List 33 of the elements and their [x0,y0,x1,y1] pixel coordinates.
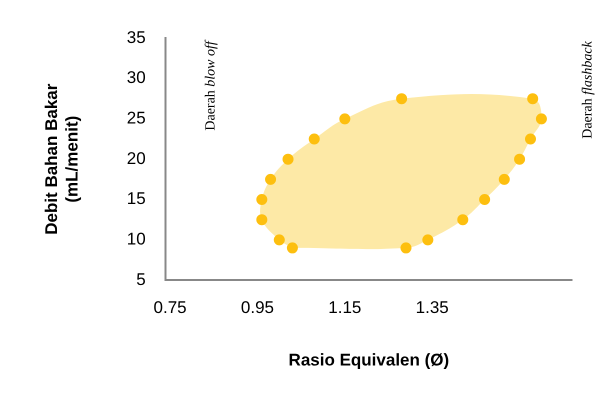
x-tick-label: 1.15 [328,298,362,318]
y-tick-label: 20 [126,148,146,168]
y-tick-label: 5 [136,270,146,289]
y-tick-label: 35 [126,28,146,47]
y-tick-label: 25 [126,108,146,128]
point [396,93,408,104]
point [339,113,350,124]
y-tick-label: 10 [126,230,146,249]
point [400,242,412,254]
point [286,242,298,254]
point [282,154,294,165]
point [514,154,526,165]
point [457,214,468,226]
point [274,234,285,246]
x-tick-label: 0.75 [154,298,187,318]
point [256,214,268,226]
point [524,134,536,145]
point [422,234,434,246]
y-tick-label: 15 [126,189,146,208]
point [498,174,510,185]
point [527,93,538,104]
annotation: Daerah blow off [203,39,218,131]
point [536,113,547,124]
x-axis-title: Rasio Equivalen (Ø) [288,350,450,370]
x-tick-label: 1.35 [416,298,449,318]
x-tick-label: 0.95 [240,298,274,318]
point [479,194,490,206]
point [256,194,268,206]
point [308,134,320,145]
y-axis-title: Debit Bahan Bakar (mL/menit) [42,83,82,235]
point [265,174,276,185]
text: Daerah flashback [580,40,596,139]
y-tick-label: 30 [126,68,146,88]
